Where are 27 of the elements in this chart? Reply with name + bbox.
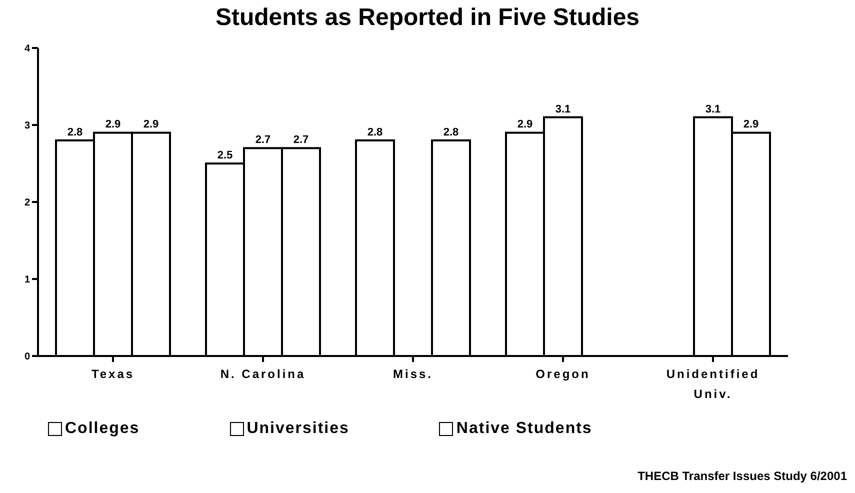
y-tick-label: 1 (24, 274, 30, 286)
x-tick-label: Unidentified Univ. (666, 367, 760, 401)
data-label: 2.9 (143, 118, 159, 131)
y-tick-label: 3 (24, 120, 30, 132)
y-tick-label: 0 (24, 352, 30, 363)
x-tick-label: Miss. (392, 367, 434, 381)
chart-title: Students as Reported in Five Studies (214, 4, 641, 32)
text: THECB Transfer Issues Study 6/2001 (638, 469, 847, 483)
data-label: 3.1 (555, 103, 571, 116)
x-tick-label: Texas (91, 367, 135, 381)
legend-label: Colleges (64, 420, 140, 438)
data-label: 2.5 (217, 150, 233, 162)
legend-label: Universities (246, 420, 350, 438)
data-label: 2.9 (517, 118, 533, 131)
data-label: 2.9 (105, 118, 121, 131)
y-tick-label: 2 (24, 198, 30, 209)
x-tick-label: Oregon (536, 367, 590, 381)
data-label: 2.7 (255, 134, 271, 146)
legend-label: Native Students (455, 420, 592, 438)
x-tick-label: N. Carolina (220, 367, 306, 381)
data-label: 2.8 (367, 126, 383, 138)
data-label: 2.8 (67, 126, 83, 138)
data-label: 2.9 (743, 118, 759, 131)
data-label: 2.7 (293, 134, 309, 146)
data-label: 2.8 (443, 126, 459, 138)
data-label: 3.1 (705, 103, 721, 116)
y-tick-label: 4 (24, 44, 30, 55)
